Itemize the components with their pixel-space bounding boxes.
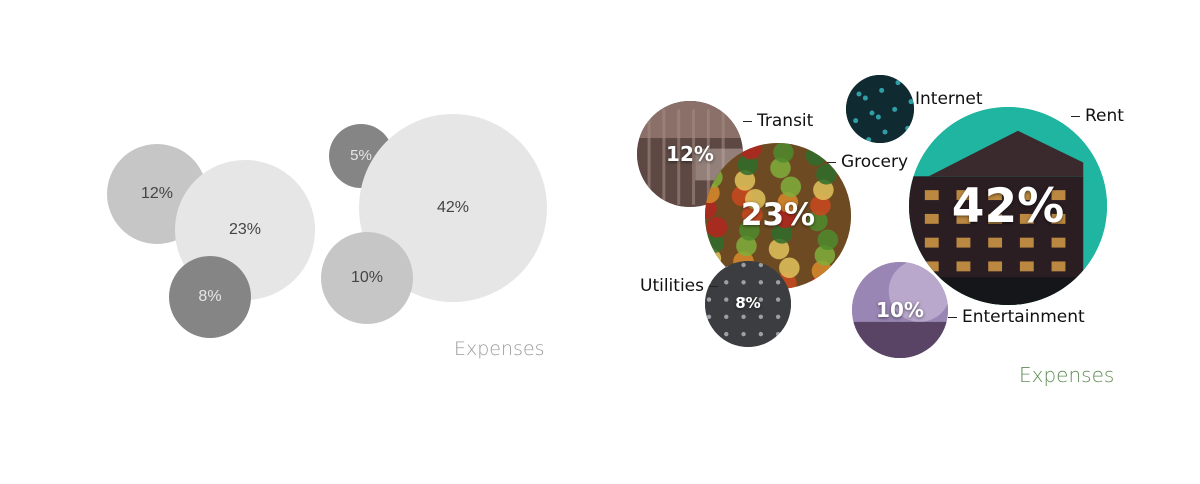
category-label-grocery: Grocery (822, 152, 908, 172)
plain-bubble-value-label: 23% (228, 220, 261, 238)
bubble-utilities: 8% (704, 260, 792, 348)
bubble-internet (845, 74, 915, 144)
category-label-text: Transit (757, 111, 814, 131)
image-chart-caption: Expenses (1019, 363, 1115, 387)
category-label-text: Rent (1085, 106, 1124, 126)
plain-bubble-value-label: 12% (140, 184, 173, 202)
category-label-text: Grocery (841, 152, 909, 172)
leader-dash (948, 316, 957, 318)
category-label-text: Internet (915, 89, 983, 109)
plain-bubble-8: 8% (168, 255, 252, 339)
category-label-utilities: Utilities (640, 276, 723, 296)
internet-photo (845, 74, 915, 144)
bubble-entertainment: 10% (851, 261, 949, 359)
utilities-photo (704, 260, 792, 348)
plain-bubble-value-label: 5% (350, 147, 372, 165)
category-label-text: Entertainment (962, 307, 1085, 327)
leader-dash (743, 120, 752, 122)
plain-bubble-value-label: 10% (350, 268, 383, 286)
category-label-text: Utilities (640, 276, 704, 296)
bubble-value-label: 12% (666, 141, 714, 166)
category-label-entertainment: Entertainment (943, 307, 1085, 327)
category-label-transit: Transit (738, 111, 813, 131)
leader-dash (1071, 115, 1080, 117)
bubble-value-label: 42% (951, 178, 1065, 234)
plain-bubble-value-label: 42% (436, 199, 470, 216)
category-label-rent: Rent (1066, 106, 1124, 126)
leader-dash (708, 285, 718, 287)
bubble-value-label: 23% (740, 197, 816, 234)
plain-bubble-10: 10% (321, 232, 413, 324)
entertainment-photo (851, 261, 949, 359)
bubble-value-label: 10% (876, 297, 924, 322)
plain-bubble-value-label: 8% (198, 287, 222, 305)
bubble-value-label: 8% (735, 294, 761, 313)
category-label-internet: Internet (915, 89, 983, 109)
plain-chart-caption: Expenses (454, 338, 545, 360)
leader-dash (827, 161, 836, 163)
